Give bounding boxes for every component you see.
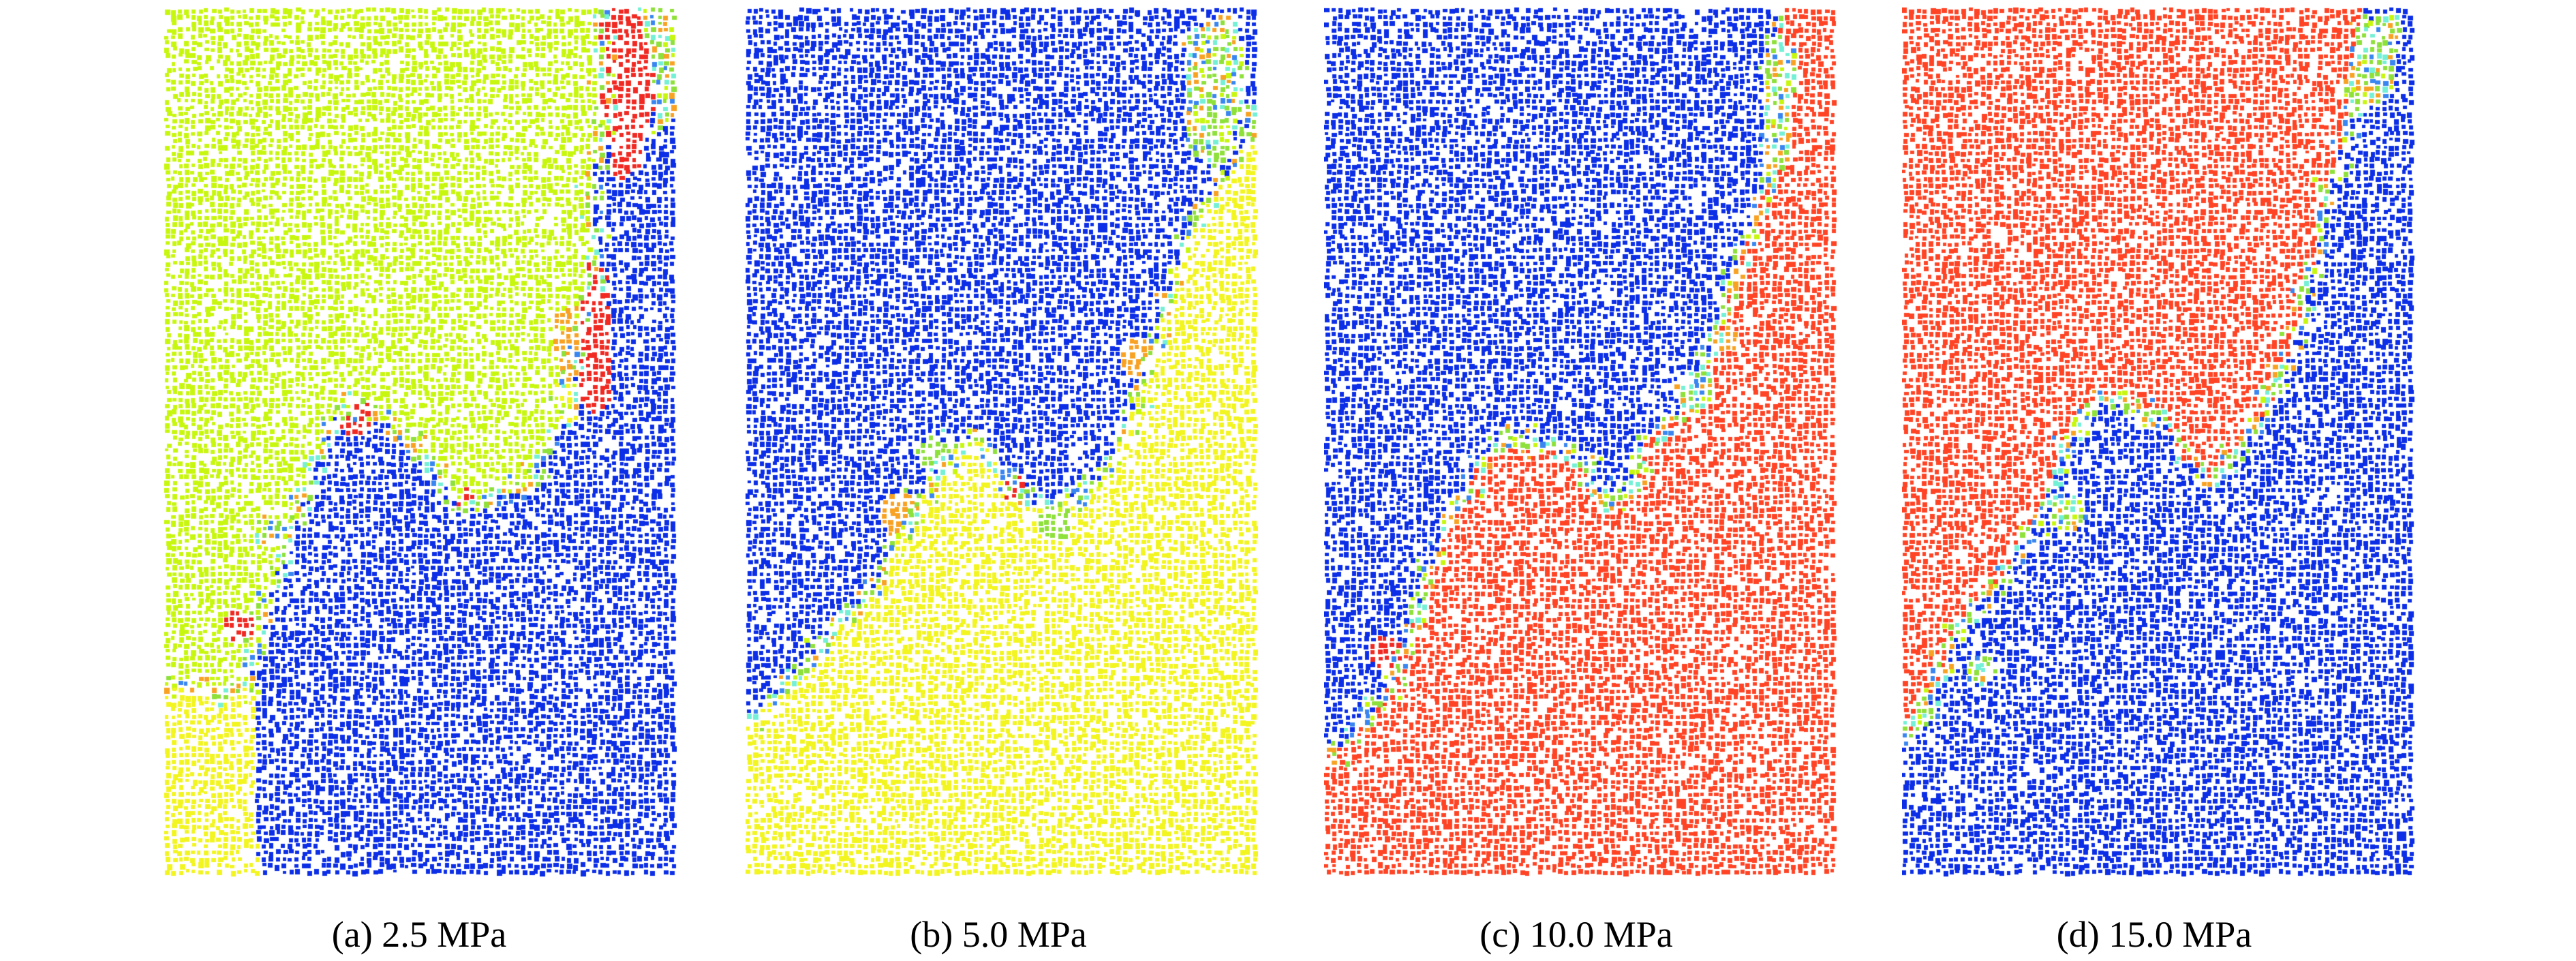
particle-canvas-b (746, 7, 1258, 876)
caption-c: (c) 10.0 MPa (1479, 914, 1673, 955)
caption-d: (d) 15.0 MPa (2056, 914, 2252, 955)
panel-c-particle-plot (1324, 7, 1837, 876)
panel-a-particle-plot (164, 7, 677, 876)
particle-canvas-c (1324, 7, 1837, 876)
particle-canvas-a (164, 7, 677, 876)
caption-b: (b) 5.0 MPa (910, 914, 1087, 955)
particle-canvas-d (1902, 7, 2414, 876)
panel-b-particle-plot (746, 7, 1258, 876)
panel-d-particle-plot (1902, 7, 2414, 876)
caption-a: (a) 2.5 MPa (331, 914, 507, 955)
